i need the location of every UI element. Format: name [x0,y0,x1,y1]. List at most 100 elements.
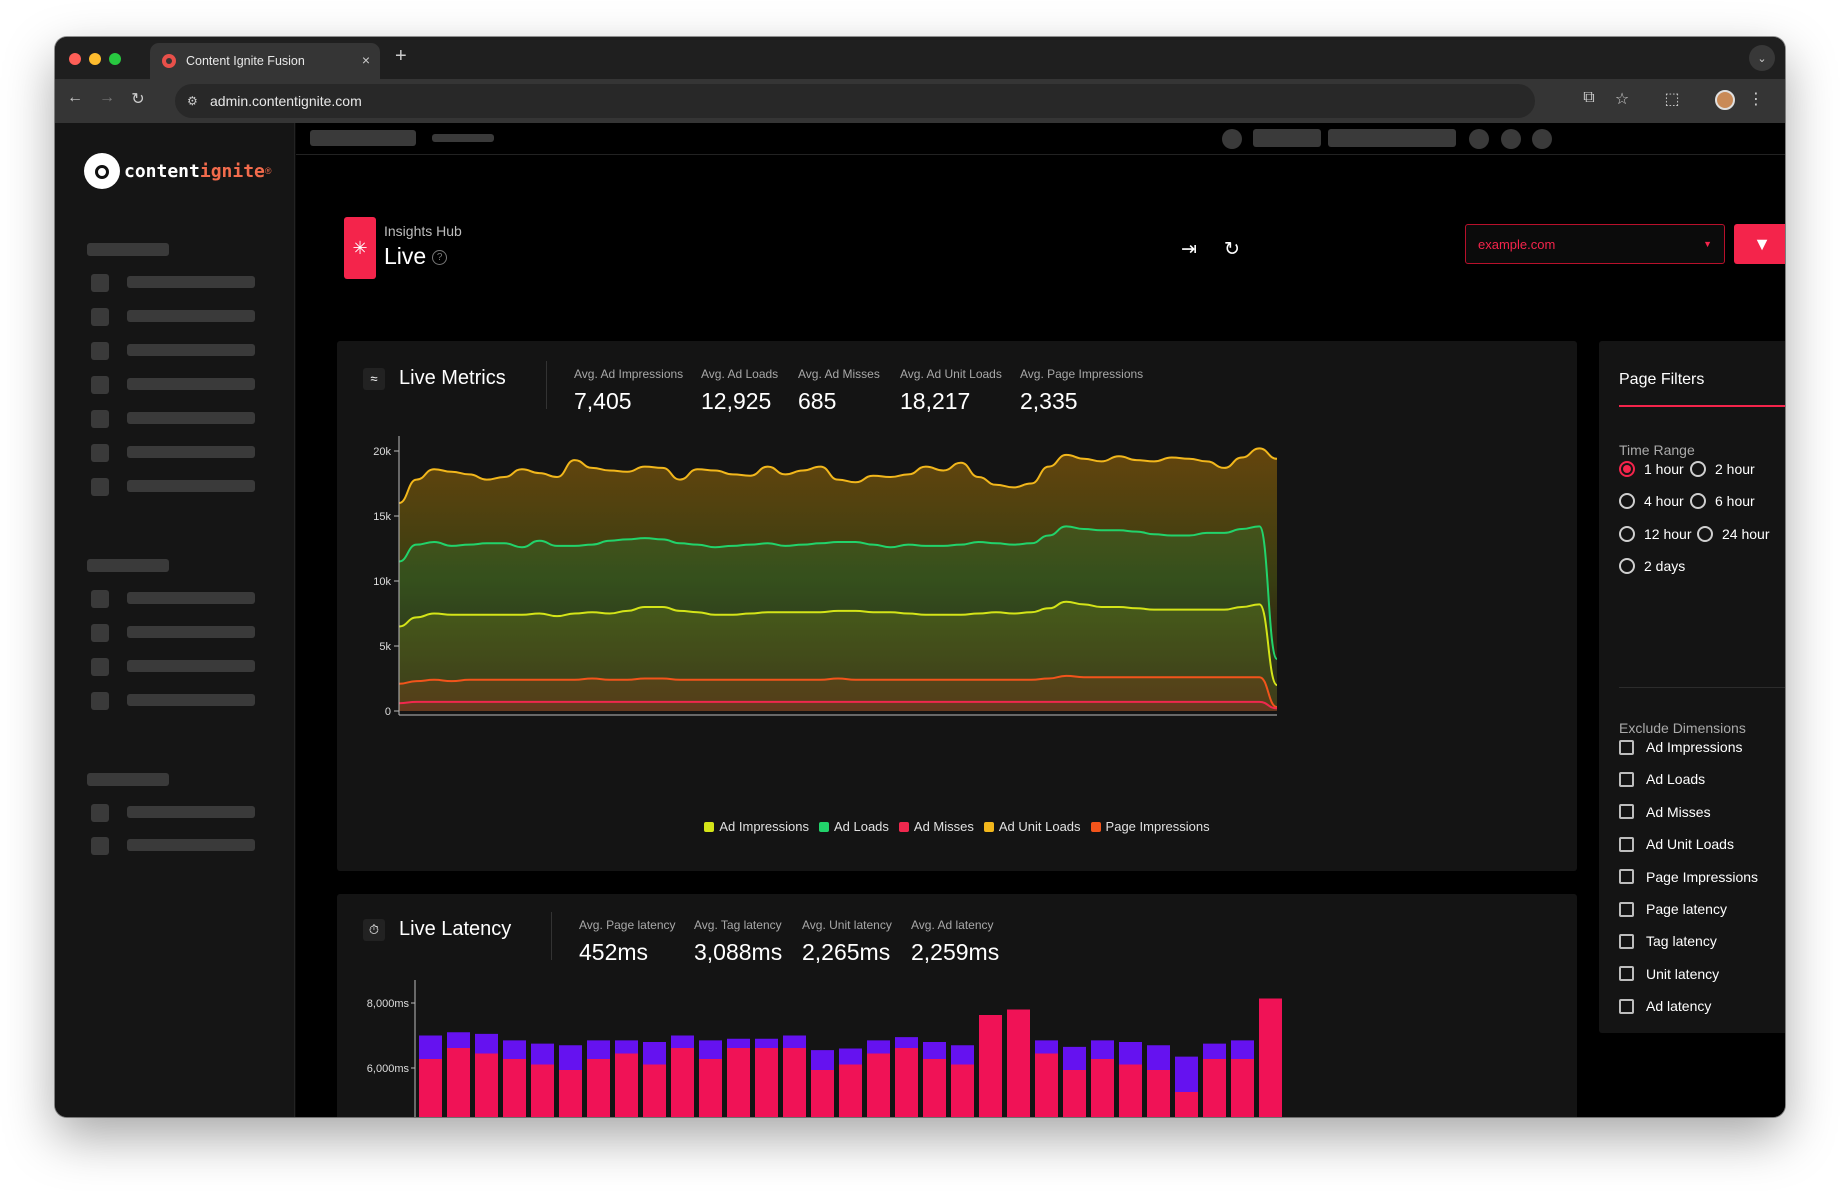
latency-bar-pink[interactable] [475,1053,498,1118]
series-line[interactable] [398,600,1278,686]
exclude-dimension-checkbox[interactable]: Page latency [1619,901,1727,917]
exclude-dimension-checkbox[interactable]: Ad latency [1619,998,1711,1014]
address-bar[interactable]: ⚙ admin.contentignite.com [175,84,1535,118]
latency-bar-pink[interactable] [531,1064,554,1118]
help-icon[interactable]: ? [432,250,448,266]
reload-icon[interactable]: ↻ [131,91,145,108]
sidebar-item-icon[interactable] [91,444,109,462]
latency-bar-pink[interactable] [1175,1092,1198,1117]
sidebar-item-placeholder[interactable] [127,446,255,458]
back-arrow-icon[interactable]: ← [67,89,83,106]
latency-bar-pink[interactable] [755,1048,778,1117]
exclude-dimension-checkbox[interactable]: Ad Misses [1619,804,1711,820]
latency-bar-pink[interactable] [615,1053,638,1118]
sidebar-item-icon[interactable] [91,342,109,360]
latency-bar-pink[interactable] [559,1070,582,1117]
time-range-radio[interactable]: 6 hour [1690,493,1755,509]
sidebar-item-icon[interactable] [91,590,109,608]
sidebar-item-icon[interactable] [91,624,109,642]
domain-select[interactable]: example.com ▼ [1465,224,1725,264]
latency-bar-pink[interactable] [979,1015,1002,1117]
sidebar-item-icon[interactable] [91,308,109,326]
sidebar-item-placeholder[interactable] [127,310,255,322]
sidebar-item-icon[interactable] [91,692,109,710]
legend-item[interactable]: Page Impressions [1090,819,1210,834]
latency-bar-pink[interactable] [587,1059,610,1117]
latency-bar-pink[interactable] [727,1048,750,1117]
latency-bar-pink[interactable] [1203,1059,1226,1117]
latency-bar-pink[interactable] [1063,1070,1086,1117]
latency-bar-pink[interactable] [643,1064,666,1118]
latency-bar-pink[interactable] [699,1059,722,1117]
latency-bar-pink[interactable] [503,1059,526,1117]
latency-bar-pink[interactable] [811,1070,834,1117]
latency-bar-pink[interactable] [783,1048,806,1117]
time-range-radio[interactable]: 2 days [1619,558,1685,574]
sidebar-item-placeholder[interactable] [127,592,255,604]
series-line[interactable] [398,525,1278,660]
latency-bar-pink[interactable] [1147,1070,1170,1117]
sidebar-item-placeholder[interactable] [127,344,255,356]
new-tab-button[interactable]: + [395,45,407,67]
exclude-dimension-checkbox[interactable]: Page Impressions [1619,869,1758,885]
exclude-dimension-checkbox[interactable]: Ad Impressions [1619,739,1742,755]
close-tab-icon[interactable]: × [361,52,370,68]
latency-bar-pink[interactable] [419,1059,442,1117]
site-settings-icon[interactable]: ⚙ [187,94,198,108]
latency-bar-pink[interactable] [447,1048,470,1117]
time-range-radio[interactable]: 1 hour [1619,461,1684,477]
exclude-dimension-checkbox[interactable]: Ad Loads [1619,771,1705,787]
sidebar-item-placeholder[interactable] [127,626,255,638]
sidebar-item-icon[interactable] [91,376,109,394]
sidebar-item-placeholder[interactable] [127,839,255,851]
exclude-dimension-checkbox[interactable]: Ad Unit Loads [1619,836,1734,852]
legend-item[interactable]: Ad Unit Loads [983,819,1081,834]
minimize-window-button[interactable] [89,53,101,65]
time-range-radio[interactable]: 24 hour [1697,526,1769,542]
refresh-icon[interactable]: ↻ [1224,239,1240,260]
sidebar-item-icon[interactable] [91,478,109,496]
browser-tab[interactable]: Content Ignite Fusion × [150,43,380,79]
install-app-icon[interactable]: ⧉ [1583,89,1595,106]
sidebar-item-placeholder[interactable] [127,378,255,390]
zoom-window-button[interactable] [109,53,121,65]
time-range-radio[interactable]: 12 hour [1619,526,1691,542]
sidebar-item-placeholder[interactable] [127,412,255,424]
forward-arrow-icon[interactable]: → [99,89,115,106]
sidebar-item-icon[interactable] [91,837,109,855]
sidebar-item-placeholder[interactable] [127,660,255,672]
sidebar-item-icon[interactable] [91,410,109,428]
latency-bar-pink[interactable] [839,1064,862,1118]
filter-button[interactable]: ▼ [1734,224,1785,264]
series-line[interactable] [398,447,1278,504]
latency-bar-pink[interactable] [951,1064,974,1118]
latency-bar-pink[interactable] [867,1053,890,1118]
latency-bar-pink[interactable] [1035,1053,1058,1118]
sidebar-item-icon[interactable] [91,274,109,292]
exclude-dimension-checkbox[interactable]: Unit latency [1619,966,1719,982]
bookmark-star-icon[interactable]: ☆ [1614,91,1630,108]
sidebar-item-icon[interactable] [91,804,109,822]
time-range-radio[interactable]: 4 hour [1619,493,1684,509]
extensions-icon[interactable]: ⬚ [1664,91,1680,108]
latency-bar-pink[interactable] [1119,1064,1142,1118]
latency-bar-pink[interactable] [1259,998,1282,1118]
latency-bar-pink[interactable] [1231,1059,1254,1117]
sidebar-item-placeholder[interactable] [127,480,255,492]
export-icon[interactable]: ⇥ [1181,239,1197,260]
sidebar-item-icon[interactable] [91,658,109,676]
series-line[interactable] [398,674,1278,709]
legend-item[interactable]: Ad Impressions [704,819,809,834]
close-window-button[interactable] [69,53,81,65]
tab-search-chevron-icon[interactable]: ⌄ [1749,45,1775,71]
latency-bar-pink[interactable] [1091,1059,1114,1117]
exclude-dimension-checkbox[interactable]: Tag latency [1619,933,1717,949]
sidebar-item-placeholder[interactable] [127,276,255,288]
legend-item[interactable]: Ad Loads [818,819,889,834]
content-ignite-logo[interactable]: content ignite ® [84,153,272,189]
sidebar-item-placeholder[interactable] [127,806,255,818]
more-menu-icon[interactable]: ⋮ [1748,91,1764,108]
profile-avatar[interactable] [1715,90,1735,110]
time-range-radio[interactable]: 2 hour [1690,461,1755,477]
latency-bar-pink[interactable] [895,1048,918,1117]
